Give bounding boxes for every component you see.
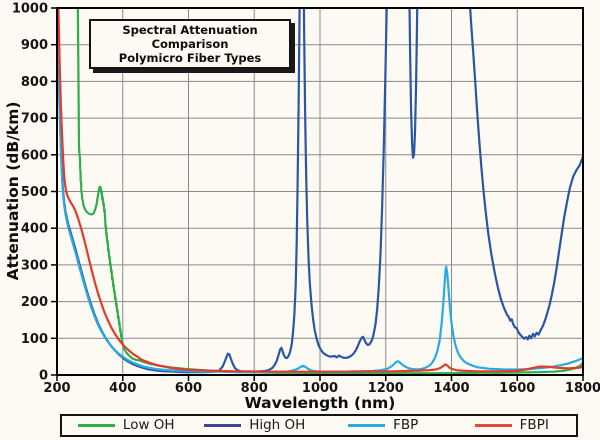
x-tick-label: 1800	[565, 381, 600, 396]
gridlines	[57, 8, 583, 375]
legend-item-low-oh: Low OH	[62, 416, 191, 433]
y-tick-label: 200	[21, 295, 48, 310]
legend-item-fbp: FBP	[319, 416, 448, 433]
y-tick-label: 500	[21, 185, 48, 200]
series-line-fbp	[57, 8, 583, 374]
x-axis-title: Wavelength (nm)	[244, 394, 396, 412]
legend-item-fbpi: FBPI	[448, 416, 577, 433]
x-tick-label: 1400	[433, 381, 469, 396]
y-tick-label: 0	[39, 369, 48, 384]
x-tick-label: 600	[175, 381, 202, 396]
axis-ticks	[51, 7, 584, 381]
legend-swatch	[204, 424, 242, 427]
axis-tick-labels: 200 400 600 800 1000 1200 1400 1600 1800 0 100 200 3…	[12, 2, 600, 397]
legend-label: High OH	[249, 416, 306, 433]
x-tick-label: 800	[241, 381, 268, 396]
legend-label: Low OH	[122, 416, 175, 433]
legend-label: FBPI	[519, 416, 549, 433]
y-tick-label: 900	[21, 38, 48, 53]
x-tick-label: 400	[109, 381, 136, 396]
y-tick-label: 100	[21, 332, 48, 347]
plot-frame	[56, 7, 584, 376]
chart-title-line1: Spectral Attenuation Comparison	[122, 23, 258, 51]
y-tick-label: 700	[21, 112, 48, 127]
y-tick-label: 300	[21, 258, 48, 273]
chart-title-box: Spectral Attenuation Comparison Polymicr…	[89, 19, 291, 69]
legend-swatch	[474, 424, 512, 427]
x-tick-label: 1200	[368, 381, 404, 396]
legend-swatch	[348, 424, 386, 427]
legend-item-high-oh: High OH	[191, 416, 320, 433]
x-tick-label: 1000	[302, 381, 338, 396]
y-axis-title: Attenuation (dB/km)	[4, 101, 22, 281]
legend: Low OH High OH FBP FBPI	[60, 414, 578, 437]
y-tick-label: 1000	[12, 2, 48, 17]
legend-swatch	[77, 424, 115, 427]
x-tick-label: 200	[43, 381, 70, 396]
y-tick-label: 400	[21, 222, 48, 237]
x-tick-label: 1600	[499, 381, 535, 396]
y-tick-label: 800	[21, 75, 48, 90]
y-tick-label: 600	[21, 148, 48, 163]
chart-title-line2: Polymicro Fiber Types	[118, 51, 262, 65]
legend-label: FBP	[393, 416, 419, 433]
series-line-fbpi	[57, 8, 583, 373]
